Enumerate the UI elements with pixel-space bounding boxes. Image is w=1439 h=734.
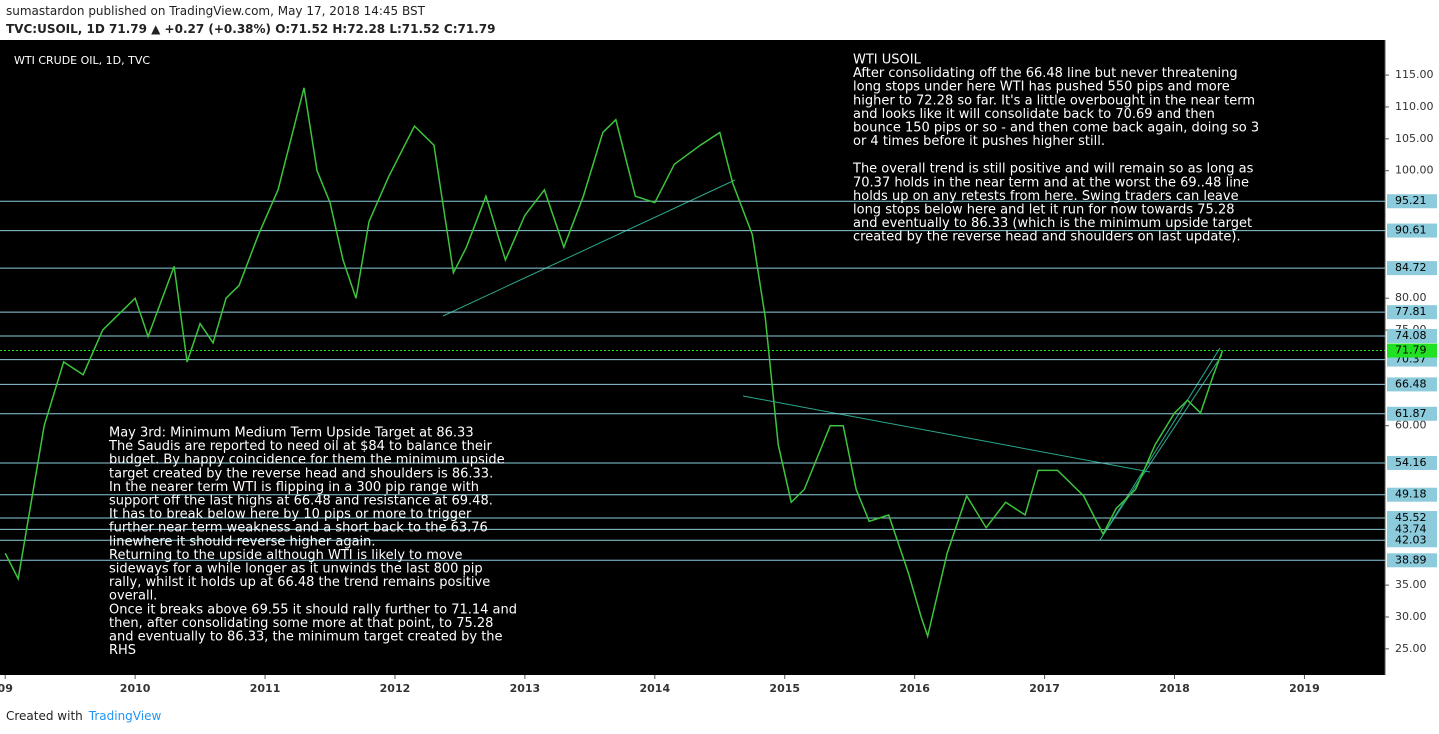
level-label: 84.72	[1395, 261, 1427, 274]
level-box	[1387, 223, 1437, 238]
annotation-line: May 3rd: Minimum Medium Term Upside Targ…	[109, 426, 474, 441]
annotation-line: sideways for a while longer as it unwind…	[109, 562, 483, 577]
annotation-line: and eventually to 86.33, the minimum tar…	[109, 630, 503, 645]
y-tick-label: 30.00	[1395, 610, 1427, 623]
annotation-line: The Saudis are reported to need oil at $…	[108, 439, 492, 454]
level-box	[1387, 511, 1437, 526]
level-label: 61.87	[1395, 407, 1427, 420]
y-tick-label: 100.00	[1395, 164, 1434, 177]
y-tick-label: 105.00	[1395, 132, 1434, 145]
level-box	[1387, 455, 1437, 470]
trend-line	[1099, 354, 1223, 541]
annotation-line: bounce 150 pips or so - and then come ba…	[853, 121, 1259, 136]
annotation-line: further near term weakness and a short b…	[109, 521, 488, 536]
level-box	[1387, 553, 1437, 568]
level-label: 77.81	[1395, 305, 1427, 318]
level-label: 45.52	[1395, 511, 1427, 524]
level-label: 43.74	[1395, 522, 1427, 535]
annotation-line: long stops below here and let it run for…	[853, 203, 1235, 218]
y-tick-label: 60.00	[1395, 419, 1427, 432]
chart: WTI CRUDE OIL, 1D, TVC 115.00 110.00 105.0…	[0, 40, 1439, 702]
x-tick-label: 2010	[120, 682, 151, 695]
trend-line	[742, 395, 1151, 473]
level-label: 90.61	[1395, 224, 1427, 237]
x-tick-label: 2014	[640, 682, 671, 695]
x-tick-label: 2011	[250, 682, 281, 695]
level-box	[1387, 377, 1437, 392]
annotation-line: RHS	[109, 643, 136, 658]
level-box	[1387, 406, 1437, 421]
chart-title: WTI CRUDE OIL, 1D, TVC	[14, 54, 150, 67]
level-label: 38.89	[1395, 553, 1427, 566]
annotation-line: linewhere it should reverse higher again…	[109, 534, 376, 549]
y-tick-label: 25.00	[1395, 642, 1427, 655]
last-price-label: 71.79	[1395, 344, 1427, 357]
level-box	[1387, 533, 1437, 548]
trend-line	[442, 179, 736, 317]
ticker: TVC:USOIL, 1D 71.79 ▲ +0.27 (+0.38%) O:7…	[6, 22, 496, 36]
brand[interactable]: TradingView	[88, 709, 162, 723]
annotation-line: higher to 72.28 so far. It's a little ov…	[853, 93, 1255, 108]
x-tick-label: 2012	[380, 682, 411, 695]
annotation-line: budget. By happy coincidence for them th…	[109, 453, 505, 468]
x-tick-label: 2016	[899, 682, 930, 695]
annotation-line: Once it breaks above 69.55 it should ral…	[109, 602, 517, 617]
publisher: sumastardon published on TradingView.com…	[6, 4, 425, 18]
annotation-line: long stops under here WTI has pushed 550…	[853, 80, 1230, 95]
level-box	[1387, 194, 1437, 209]
level-label: 54.16	[1395, 456, 1427, 469]
plot-bg	[0, 40, 1385, 675]
x-tick-label: 2013	[510, 682, 541, 695]
level-label: 95.21	[1395, 194, 1427, 207]
footer: Created with TradingView	[6, 709, 161, 723]
annotation-line: Returning to the upside although WTI is …	[109, 548, 463, 563]
level-label: 66.48	[1395, 377, 1427, 390]
level-box	[1387, 261, 1437, 276]
level-box	[1387, 305, 1437, 320]
annotation-line: and looks like it will consolidate back …	[853, 107, 1215, 122]
annotation-line: rally, whilst it holds up at 66.48 the t…	[109, 575, 490, 590]
level-label: 49.18	[1395, 488, 1427, 501]
y-tick-label: 35.00	[1395, 578, 1427, 591]
annotation-line: holds up on any retests from here. Swing…	[853, 189, 1239, 204]
annotation-line: and eventually to 86.33 (which is the mi…	[853, 216, 1252, 231]
annotation-line: or 4 times before it pushes higher still…	[853, 134, 1105, 149]
x-tick-label: 2017	[1029, 682, 1060, 695]
y-tick-label: 110.00	[1395, 100, 1434, 113]
level-box	[1387, 328, 1437, 343]
annotation-line: WTI USOIL	[853, 53, 922, 68]
x-tick-label: 09	[0, 682, 13, 695]
annotation-line: In the nearer term WTI is flipping in a …	[109, 480, 479, 495]
y-tick-label: 80.00	[1395, 291, 1427, 304]
x-tick-label: 2015	[769, 682, 800, 695]
trend-line	[1099, 347, 1221, 541]
level-label: 42.03	[1395, 533, 1427, 546]
annotation-line: then, after consolidating some more at t…	[109, 616, 493, 631]
annotation-line: created by the reverse head and shoulder…	[853, 230, 1241, 245]
created: Created with	[6, 709, 83, 723]
annotation-line: support off the last highs at 66.48 and …	[109, 494, 493, 509]
annotation-line: It has to break below here by 10 pips or…	[109, 507, 472, 522]
annotation-line: overall.	[109, 589, 157, 604]
annotation-line: After consolidating off the 66.48 line b…	[853, 66, 1238, 81]
level-box	[1387, 487, 1437, 502]
x-axis-bg	[0, 675, 1385, 702]
last-price-box	[1387, 343, 1437, 358]
x-tick-label: 2019	[1289, 682, 1320, 695]
price-line	[4, 87, 1224, 639]
level-label: 74.08	[1395, 329, 1427, 342]
y-tick-label: 115.00	[1395, 68, 1434, 81]
level-box	[1387, 522, 1437, 537]
annotation-line: The overall trend is still positive and …	[852, 162, 1254, 177]
annotation-line: target created by the reverse head and s…	[109, 466, 493, 481]
axis-bg	[1385, 40, 1439, 702]
x-tick-label: 2018	[1159, 682, 1190, 695]
annotation-line: 70.37 holds in the near term and at the …	[853, 175, 1249, 190]
